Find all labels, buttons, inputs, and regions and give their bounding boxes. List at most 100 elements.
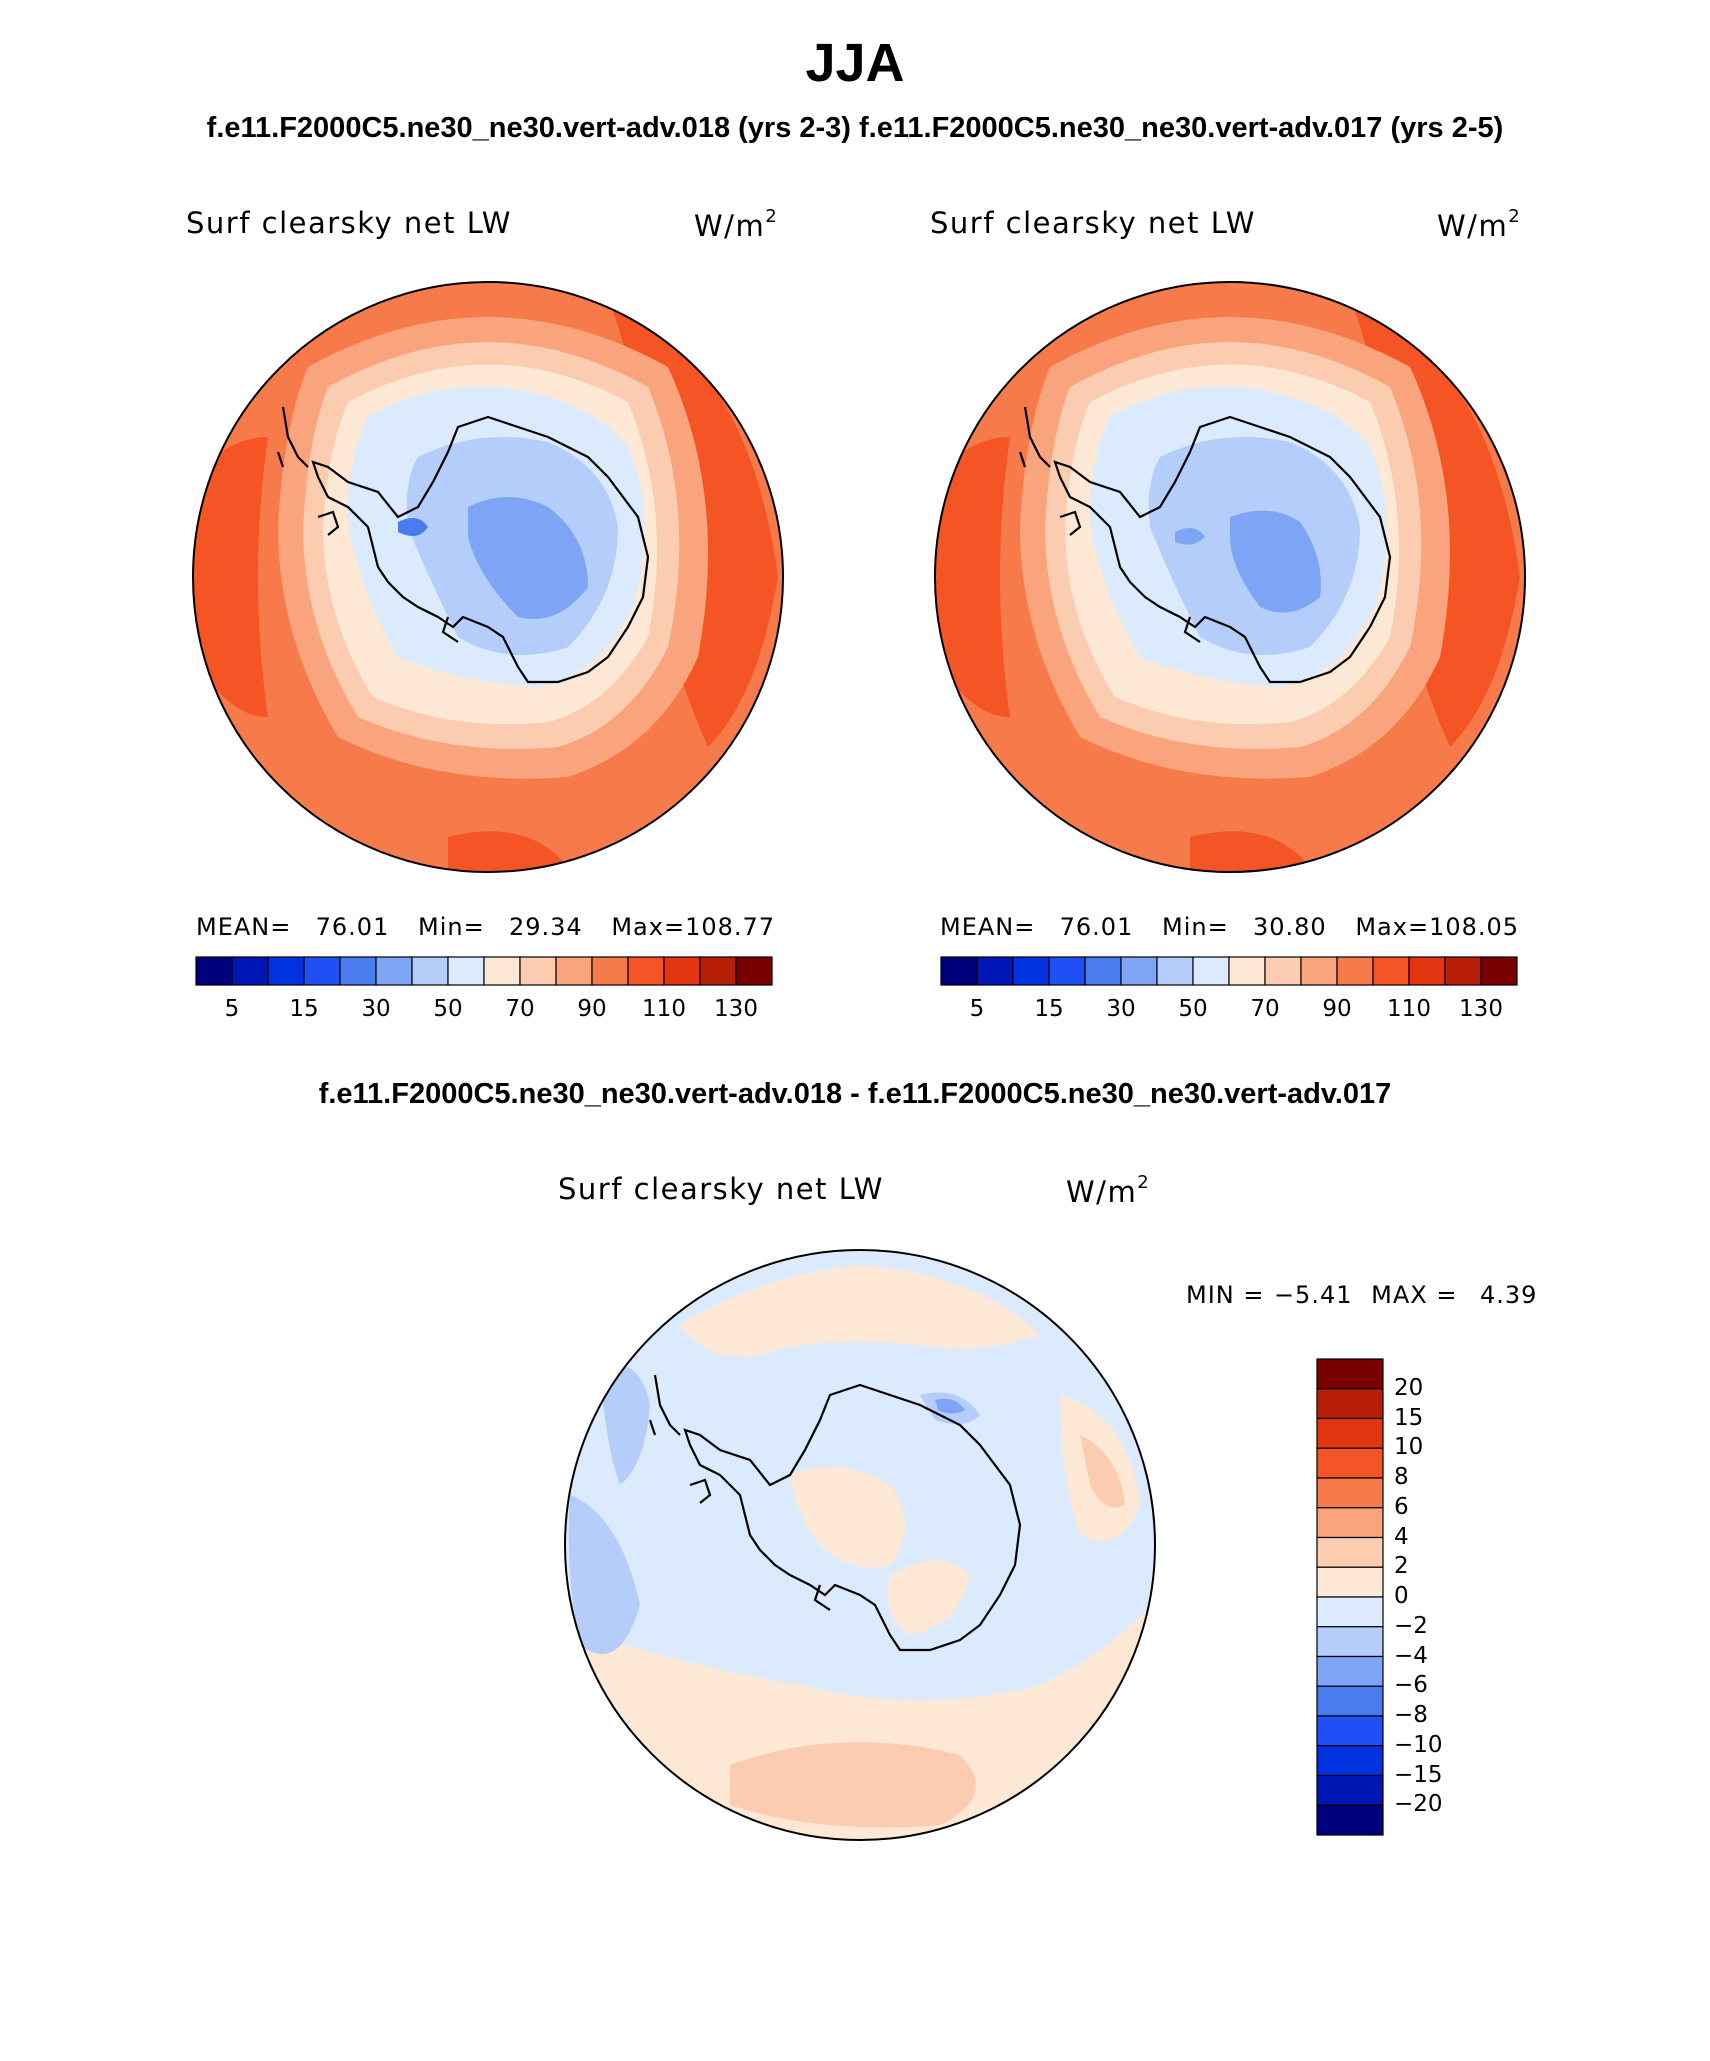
colorbar-box <box>339 956 377 986</box>
colorbar-box <box>1192 956 1230 986</box>
diff-map-fill <box>565 1250 1155 1840</box>
panel1-variable-label: Surf clearsky net LW <box>186 206 512 240</box>
colorbar-tick-label: 2 <box>1394 1553 1409 1580</box>
colorbar-tick-label: 50 <box>433 996 463 1022</box>
colorbar-tick-label: 8 <box>1394 1464 1409 1490</box>
colorbar-box <box>1316 1358 1384 1390</box>
colorbar-tick-label: 30 <box>361 996 391 1022</box>
colorbar-box <box>411 956 449 986</box>
colorbar-box <box>1480 956 1518 986</box>
colorbar-tick-label: 6 <box>1394 1493 1409 1520</box>
colorbar-tick-label: 70 <box>1250 996 1280 1022</box>
colorbar-panel1 <box>195 956 773 986</box>
colorbar-tick-label: 5 <box>969 996 985 1022</box>
colorbar-tick-label: 130 <box>1459 996 1503 1022</box>
map2-coastline <box>1018 406 1392 684</box>
panel1-stats: MEAN= 76.01 Min= 29.34 Max=108.77 <box>196 913 776 941</box>
colorbar-tick-label: 15 <box>1394 1404 1424 1431</box>
colorbar-difference-ticks: 20 15 10 8 6 4 2 0 −2 −4 −6 −8 −10 −15 −20 <box>1394 1358 1474 1836</box>
colorbar-tick-label: −15 <box>1394 1761 1443 1788</box>
colorbar-box <box>1316 1774 1384 1806</box>
panel2-stats: MEAN= 76.01 Min= 30.80 Max=108.05 <box>940 913 1520 941</box>
colorbar-box <box>1316 1596 1384 1628</box>
map-difference <box>564 1249 1156 1841</box>
colorbar-box <box>519 956 557 986</box>
colorbar-box <box>1336 956 1374 986</box>
diff-min-max: MIN = −5.41 MAX = 4.39 <box>1186 1281 1538 1309</box>
colorbar-box <box>591 956 629 986</box>
colorbar-panel1-ticks: 5 15 30 50 70 90 110 130 <box>196 996 772 1026</box>
colorbar-box <box>195 956 233 986</box>
colorbar-box <box>1120 956 1158 986</box>
colorbar-box <box>1316 1655 1384 1687</box>
season-title: JJA <box>805 33 905 93</box>
colorbar-box <box>976 956 1014 986</box>
colorbar-tick-label: 0 <box>1394 1583 1409 1609</box>
colorbar-tick-label: 90 <box>1322 996 1352 1022</box>
colorbar-tick-label: 110 <box>642 996 686 1022</box>
colorbar-tick-label: 50 <box>1178 996 1208 1022</box>
panel2-units-label: W/m2 <box>1437 206 1522 243</box>
colorbar-box <box>1316 1715 1384 1747</box>
colorbar-tick-label: 110 <box>1387 996 1431 1022</box>
colorbar-box <box>1444 956 1482 986</box>
diff-map-coastline <box>648 1374 1022 1652</box>
panel1-units-label: W/m2 <box>694 206 779 243</box>
colorbar-box <box>1408 956 1446 986</box>
colorbar-box <box>1316 1417 1384 1449</box>
diff-variable-label: Surf clearsky net LW <box>558 1172 884 1206</box>
colorbar-box <box>1372 956 1410 986</box>
panel2-variable-label: Surf clearsky net LW <box>930 206 1256 240</box>
colorbar-box <box>1300 956 1338 986</box>
colorbar-panel2-ticks: 5 15 30 50 70 90 110 130 <box>941 996 1517 1026</box>
map2-fill <box>935 282 1525 872</box>
difference-title: f.e11.F2000C5.ne30_ne30.vert-adv.018 - f… <box>318 1078 1392 1110</box>
colorbar-tick-label: −4 <box>1394 1642 1428 1669</box>
colorbar-box <box>1012 956 1050 986</box>
colorbar-box <box>627 956 665 986</box>
colorbar-tick-label: −2 <box>1394 1612 1428 1639</box>
colorbar-box <box>1316 1507 1384 1539</box>
diff-units-label: W/m2 <box>1066 1172 1151 1209</box>
colorbar-box <box>231 956 269 986</box>
colorbar-tick-label: 30 <box>1106 996 1136 1022</box>
colorbar-box <box>1316 1566 1384 1598</box>
colorbar-box <box>1316 1388 1384 1420</box>
colorbar-tick-label: 5 <box>224 996 240 1022</box>
colorbar-box <box>1316 1447 1384 1479</box>
map-panel1 <box>192 281 784 873</box>
colorbar-tick-label: 15 <box>1034 996 1064 1022</box>
colorbar-box <box>375 956 413 986</box>
colorbar-tick-label: 10 <box>1394 1434 1424 1461</box>
colorbar-box <box>1264 956 1302 986</box>
colorbar-box <box>1048 956 1086 986</box>
colorbar-tick-label: 130 <box>714 996 758 1022</box>
colorbar-box <box>1316 1685 1384 1717</box>
colorbar-box <box>1084 956 1122 986</box>
colorbar-box <box>483 956 521 986</box>
map1-coastline <box>276 406 650 684</box>
colorbar-tick-label: 4 <box>1394 1523 1409 1550</box>
case-title: f.e11.F2000C5.ne30_ne30.vert-adv.018 (yr… <box>206 112 1504 144</box>
colorbar-tick-label: −10 <box>1394 1731 1443 1758</box>
colorbar-box <box>1316 1745 1384 1777</box>
map1-fill <box>193 282 783 872</box>
colorbar-box <box>447 956 485 986</box>
colorbar-box <box>735 956 773 986</box>
colorbar-difference <box>1316 1358 1384 1836</box>
map-panel2 <box>934 281 1526 873</box>
colorbar-box <box>267 956 305 986</box>
colorbar-tick-label: 15 <box>289 996 319 1022</box>
colorbar-box <box>303 956 341 986</box>
colorbar-box <box>663 956 701 986</box>
colorbar-tick-label: 20 <box>1394 1374 1424 1401</box>
colorbar-box <box>699 956 737 986</box>
colorbar-box <box>940 956 978 986</box>
colorbar-tick-label: −8 <box>1394 1702 1428 1728</box>
colorbar-box <box>1316 1536 1384 1568</box>
colorbar-tick-label: −20 <box>1394 1791 1443 1818</box>
colorbar-box <box>1316 1626 1384 1658</box>
colorbar-box <box>1156 956 1194 986</box>
colorbar-tick-label: 90 <box>577 996 607 1022</box>
colorbar-tick-label: 70 <box>505 996 535 1022</box>
